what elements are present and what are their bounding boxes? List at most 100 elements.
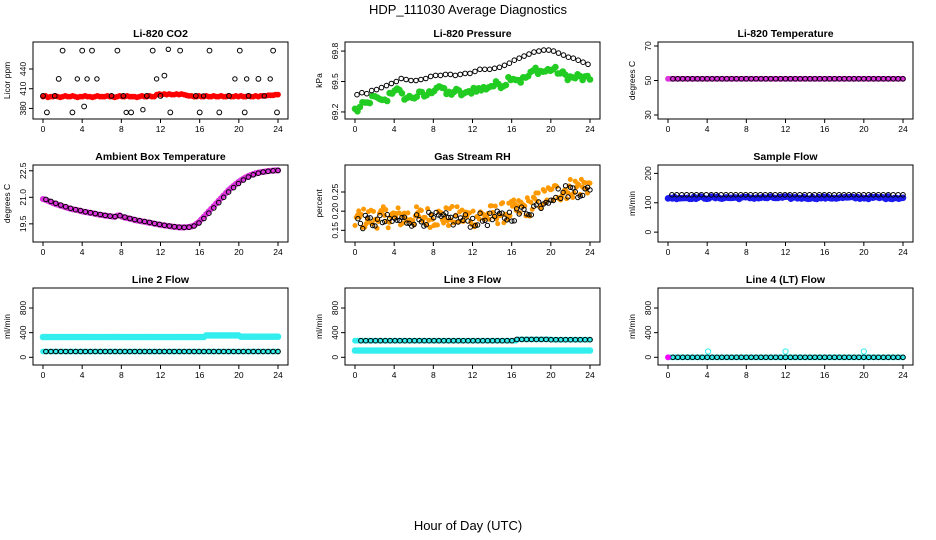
- data-point: [558, 195, 564, 202]
- data-point: [447, 71, 454, 78]
- data-point: [413, 77, 419, 84]
- x-tick-label: 4: [705, 247, 710, 257]
- plot-panel: Li-820 CO2 Licor ppm 0 4 8 12 16 20 24 380 410 440: [2, 28, 289, 134]
- data-point: [452, 213, 459, 219]
- data-point: [165, 46, 172, 52]
- data-point: [492, 213, 498, 220]
- data-point: [235, 180, 242, 187]
- data-point: [423, 75, 429, 82]
- x-tick-label: 4: [705, 124, 710, 134]
- y-tick-label: 0.20: [330, 203, 340, 220]
- data-point: [418, 208, 424, 214]
- data-points: [352, 176, 593, 232]
- data-point: [127, 215, 133, 222]
- x-tick-label: 20: [546, 124, 556, 134]
- data-point: [565, 54, 572, 61]
- data-point: [255, 76, 262, 82]
- data-point: [153, 76, 160, 82]
- data-point: [89, 47, 95, 54]
- data-point: [460, 217, 466, 224]
- data-point: [532, 64, 539, 72]
- x-tick-label: 12: [156, 247, 166, 257]
- data-point: [275, 91, 281, 98]
- data-point: [465, 218, 471, 224]
- data-point: [220, 194, 227, 201]
- data-point: [401, 214, 408, 220]
- data-points: [351, 47, 594, 115]
- data-point: [418, 76, 424, 83]
- y-tick-label: 30: [643, 110, 653, 120]
- data-point: [577, 193, 583, 199]
- x-tick-label: 16: [507, 247, 517, 257]
- plot-panel: Gas Stream RH percent 0 4 8 12 16 20 24 0.15 0.20 0…: [314, 151, 601, 257]
- data-point: [501, 62, 508, 69]
- y-axis-label: ml/min: [627, 191, 637, 216]
- data-point: [393, 78, 400, 85]
- x-tick-label: 8: [431, 247, 436, 257]
- data-point: [470, 215, 476, 222]
- data-point: [462, 212, 469, 218]
- data-point: [59, 47, 66, 54]
- x-tick-label: 16: [195, 124, 205, 134]
- data-point: [449, 204, 455, 210]
- y-tick-label: 200: [643, 166, 653, 180]
- data-point: [541, 188, 547, 194]
- data-point: [523, 211, 530, 217]
- y-axis-label: percent: [314, 189, 324, 218]
- data-point: [538, 205, 544, 212]
- data-point: [366, 99, 374, 107]
- data-point: [400, 220, 406, 226]
- x-tick-label: 0: [353, 247, 358, 257]
- data-point: [860, 348, 867, 355]
- y-tick-label: 440: [18, 62, 28, 76]
- x-tick-label: 20: [546, 247, 556, 257]
- data-point: [404, 220, 410, 226]
- plot-panel: Sample Flow ml/min 0 4 8 12 16 20 24 0 100 200: [627, 151, 914, 257]
- y-axis-label: kPa: [314, 73, 324, 88]
- data-point: [482, 66, 488, 73]
- data-point: [562, 183, 569, 189]
- data-point: [482, 217, 488, 224]
- data-point: [467, 224, 473, 230]
- x-tick-label: 4: [705, 370, 710, 380]
- x-tick-label: 8: [744, 124, 749, 134]
- x-tick-label: 12: [468, 370, 478, 380]
- x-axis-label: Hour of Day (UTC): [413, 518, 523, 533]
- data-point: [492, 203, 498, 209]
- y-tick-label: 400: [330, 325, 340, 339]
- data-point: [352, 223, 358, 229]
- data-point: [132, 216, 138, 223]
- data-point: [128, 109, 135, 116]
- y-tick-label: 800: [18, 301, 28, 315]
- x-tick-label: 0: [41, 124, 46, 134]
- data-point: [191, 223, 197, 229]
- data-point: [403, 76, 409, 83]
- plot-frame: [32, 41, 289, 120]
- data-point: [585, 61, 591, 68]
- y-tick-label: 0: [330, 355, 340, 360]
- data-point: [120, 93, 127, 99]
- data-point: [357, 220, 364, 227]
- plot-panel: Li-820 Temperature degrees C 0 4 8 12 16 20 24 30…: [627, 28, 914, 134]
- x-tick-label: 20: [859, 124, 869, 134]
- data-point: [504, 217, 510, 223]
- y-tick-label: 380: [18, 101, 28, 115]
- x-tick-label: 20: [234, 247, 244, 257]
- data-point: [587, 187, 593, 193]
- y-tick-label: 0: [18, 355, 28, 360]
- data-point: [383, 97, 391, 105]
- data-point: [250, 172, 257, 178]
- data-point: [117, 212, 123, 219]
- data-point: [206, 47, 213, 54]
- x-tick-label: 0: [353, 124, 358, 134]
- data-point: [467, 70, 473, 77]
- data-point: [434, 222, 440, 228]
- data-point: [270, 47, 277, 54]
- data-point: [517, 79, 525, 86]
- data-point: [206, 210, 212, 216]
- x-tick-label: 12: [781, 370, 791, 380]
- data-point: [484, 222, 491, 229]
- data-point: [354, 91, 360, 98]
- data-point: [474, 222, 481, 228]
- x-tick-label: 12: [781, 124, 791, 134]
